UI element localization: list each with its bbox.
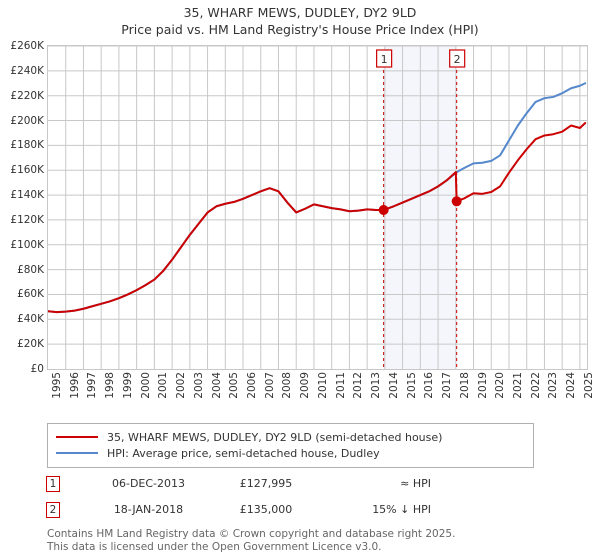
x-axis-tick-label: 2012	[352, 372, 365, 399]
x-axis-tick-label: 2021	[511, 372, 524, 399]
x-axis-tick-label: 2018	[458, 372, 471, 399]
series-line	[48, 122, 587, 314]
x-axis-tick-label: 2007	[263, 372, 276, 399]
x-axis-tick-label: 2009	[299, 372, 312, 399]
transaction-row[interactable]: 1 06-DEC-2013 £127,995 ≈ HPI	[46, 474, 446, 500]
y-axis-tick-label: £220K	[10, 89, 44, 102]
y-axis-tick-label: £200K	[10, 114, 44, 127]
x-axis-tick-label: 2014	[387, 372, 400, 399]
chart-title-block: 35, WHARF MEWS, DUDLEY, DY2 9LD Price pa…	[0, 4, 600, 38]
chart-legend: 35, WHARF MEWS, DUDLEY, DY2 9LD (semi-de…	[47, 423, 534, 468]
y-axis-tick-label: £40K	[17, 313, 44, 326]
marker-badge-label: 1	[381, 53, 388, 66]
y-axis-tick-label: £100K	[10, 238, 44, 251]
x-axis-tick-label: 2025	[582, 372, 595, 399]
legend-item-label: HPI: Average price, semi-detached house,…	[107, 446, 380, 460]
x-axis-tick-label: 2004	[210, 372, 223, 399]
y-axis-tick-label: £160K	[10, 164, 44, 177]
transaction-row[interactable]: 2 18-JAN-2018 £135,000 15% ↓ HPI	[46, 500, 446, 526]
x-axis-tick-label: 1998	[104, 372, 117, 399]
y-axis-tick-label: £20K	[17, 338, 44, 351]
x-axis-tick-label: 2011	[334, 372, 347, 399]
y-axis-tick-label: £240K	[10, 64, 44, 77]
x-axis-tick-label: 2003	[192, 372, 205, 399]
transaction-hpi-comparison: ≈ HPI	[400, 477, 431, 490]
x-axis-tick-label: 2023	[547, 372, 560, 399]
y-axis-tick-label: £140K	[10, 189, 44, 202]
marker-badge[interactable]: 2	[449, 49, 466, 68]
x-axis-tick-label: 2024	[565, 372, 578, 399]
marker-badge-box	[449, 49, 466, 68]
page-title: 35, WHARF MEWS, DUDLEY, DY2 9LD	[183, 5, 417, 20]
legend-item[interactable]: 35, WHARF MEWS, DUDLEY, DY2 9LD (semi-de…	[56, 429, 525, 445]
x-axis-tick-label: 1999	[121, 372, 134, 399]
x-axis-tick-label: 1996	[68, 372, 81, 399]
x-axis-tick-label: 2005	[228, 372, 241, 399]
y-axis-tick-label: £120K	[10, 213, 44, 226]
sale-point-marker[interactable]	[378, 204, 389, 215]
x-axis-tick-label: 2006	[246, 372, 259, 399]
y-axis-tick-label: £0	[30, 363, 44, 375]
x-axis-tick-label: 2008	[281, 372, 294, 399]
x-axis: 1995 1996 1997 1998 1999 2000 2001 2002 2003 2004…	[47, 372, 595, 414]
x-axis-tick-label: 2002	[175, 372, 188, 399]
marker-badge-label: 2	[454, 53, 461, 66]
legend-item-label: 35, WHARF MEWS, DUDLEY, DY2 9LD (semi-de…	[107, 430, 443, 444]
transaction-marker-badge: 1	[46, 476, 60, 492]
x-axis-tick-label: 1995	[51, 372, 63, 399]
legend-color-swatch	[56, 452, 98, 454]
y-axis: £0 £20K £40K £60K £80K £100K £120K £140K £160K £1…	[0, 40, 44, 375]
marker-badge[interactable]: 1	[376, 49, 393, 68]
page-subtitle: Price paid vs. HM Land Registry's House …	[121, 22, 479, 37]
x-axis-tick-label: 2017	[441, 372, 454, 399]
x-axis-tick-label: 2019	[476, 372, 489, 399]
x-axis-tick-label: 2022	[529, 372, 542, 399]
x-axis-tick-label: 2016	[423, 372, 436, 399]
x-axis-tick-label: 2010	[316, 372, 329, 399]
footer-line-2: This data is licensed under the Open Gov…	[47, 540, 382, 553]
x-axis-tick-label: 2001	[157, 372, 170, 399]
transaction-price: £135,000	[239, 503, 293, 516]
marker-badge-box	[376, 49, 393, 68]
transactions-table: 1 06-DEC-2013 £127,995 ≈ HPI 2 18-JAN-2018 £13…	[46, 474, 446, 526]
y-axis-tick-label: £260K	[10, 40, 44, 52]
legend-color-swatch	[56, 436, 98, 438]
legend-item[interactable]: HPI: Average price, semi-detached house,…	[56, 445, 525, 461]
y-axis-tick-label: £180K	[10, 139, 44, 152]
x-axis-tick-label: 2000	[139, 372, 152, 399]
x-axis-tick-label: 2015	[405, 372, 418, 399]
transaction-date: 06-DEC-2013	[111, 477, 186, 490]
x-axis-tick-label: 2020	[494, 372, 507, 399]
sale-point-marker[interactable]	[451, 196, 462, 207]
transaction-price: £127,995	[239, 477, 293, 490]
transaction-hpi-comparison: 15% ↓ HPI	[372, 503, 431, 516]
y-axis-tick-label: £60K	[17, 288, 44, 301]
y-axis-tick-label: £80K	[17, 263, 44, 276]
x-axis-tick-label: 1997	[86, 372, 99, 399]
series-line	[48, 82, 587, 314]
transaction-date: 18-JAN-2018	[113, 503, 184, 516]
transaction-marker-badge: 2	[46, 502, 60, 518]
footer-attribution: Contains HM Land Registry data © Crown c…	[47, 528, 587, 553]
x-axis-tick-label: 2013	[370, 372, 383, 399]
footer-line-1: Contains HM Land Registry data © Crown c…	[47, 528, 456, 540]
